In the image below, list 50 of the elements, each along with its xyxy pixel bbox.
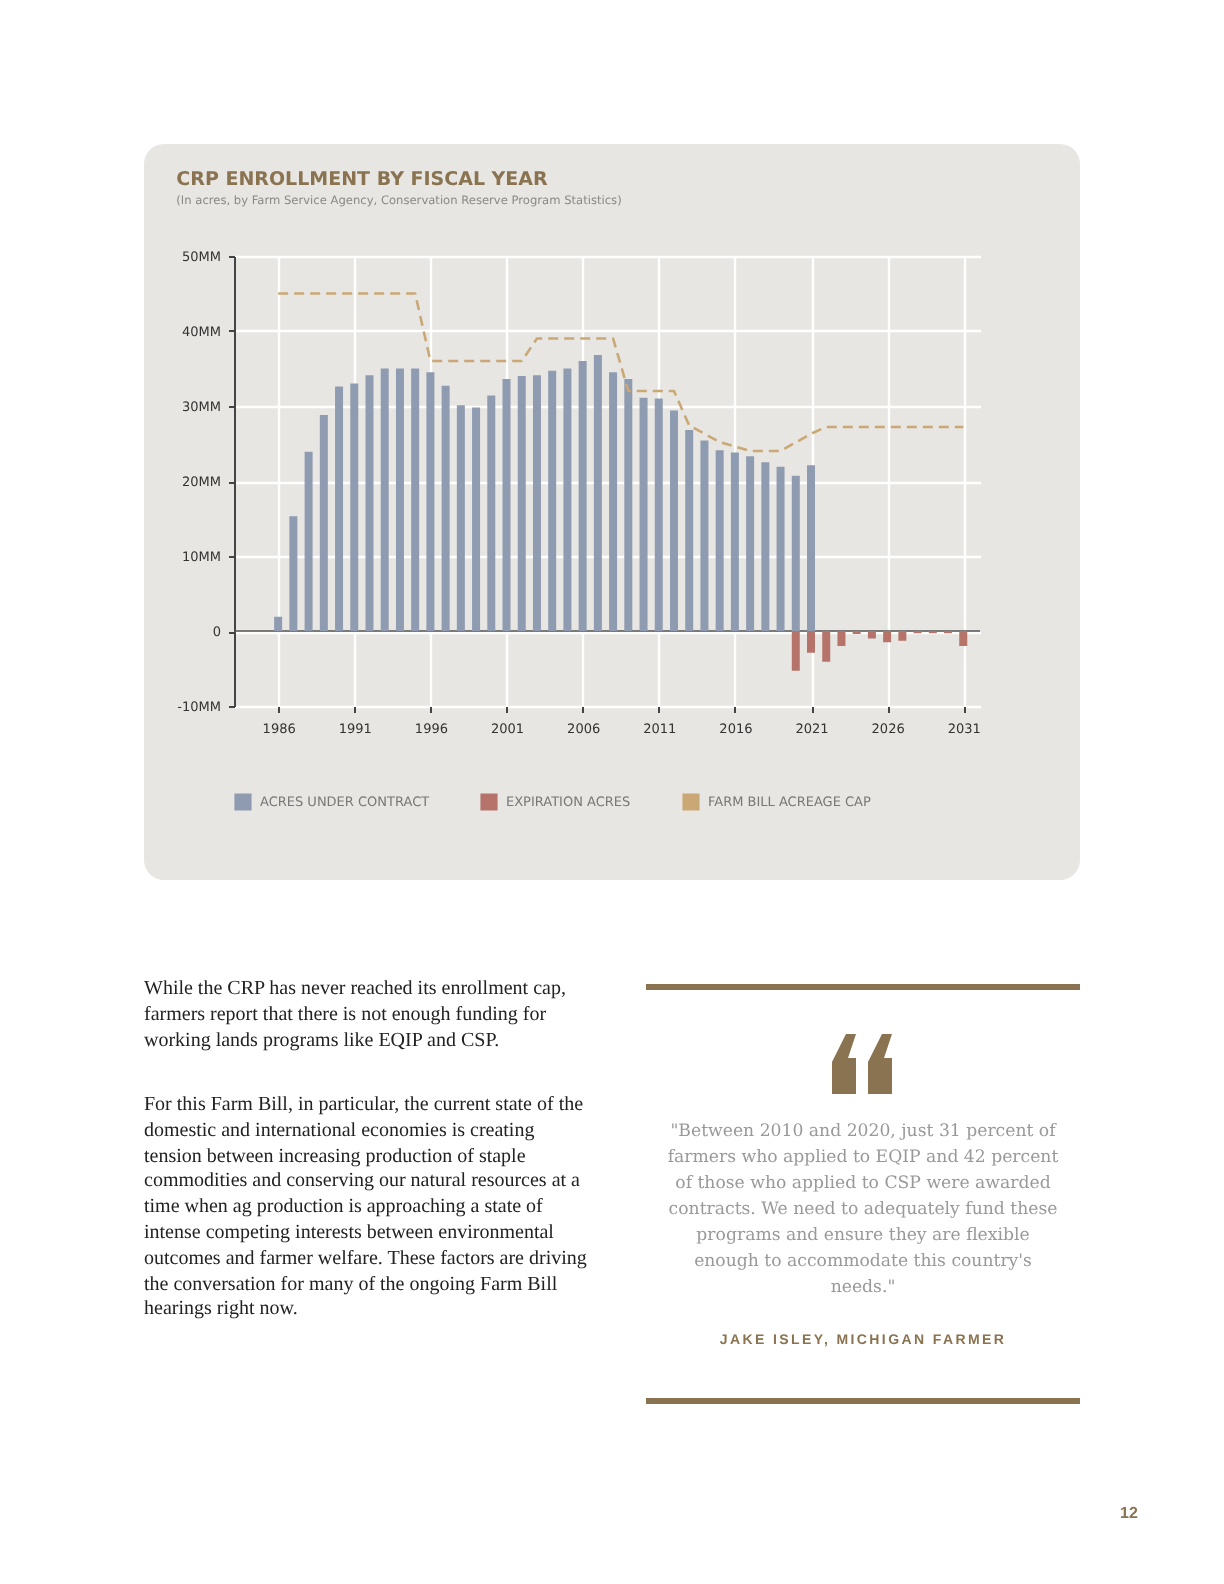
bar [426, 372, 435, 631]
text: "Between 2010 and 2020, just 31 percent of farmers who applied to EQIP and 42 percent of those who applied to CSP were awarded contracts. We need to adequately fund these programs and ensure they are flexible enough to accommodate this country's needs." [665, 1120, 1061, 1302]
bar [715, 450, 724, 631]
bar [274, 616, 283, 631]
bar [807, 631, 816, 653]
bar [609, 372, 618, 631]
bar [548, 370, 557, 631]
bar [700, 440, 709, 631]
bar [685, 430, 694, 631]
bar [883, 631, 892, 643]
bar [578, 361, 587, 631]
bar [365, 375, 374, 631]
bar [395, 368, 404, 631]
bar [761, 462, 770, 631]
bar [639, 397, 648, 631]
bar [380, 368, 389, 631]
bar [746, 456, 755, 631]
bar [517, 376, 526, 631]
text: For this Farm Bill, in particular, the current state of the domestic and international economies is creating tension between increasing production of staple commodities and conserving our natural resources at a time when ag production is approaching a state of intense competing interests between environmental outcomes and farmer welfare. These factors are driving the conversation for many of the ongoing Farm Bill hearings right now. [144, 1094, 587, 1321]
bar [289, 516, 298, 631]
bar [822, 631, 831, 662]
bar [304, 451, 313, 631]
line-series [276, 292, 965, 453]
bar [472, 407, 481, 631]
bar [441, 385, 450, 631]
bar [593, 355, 602, 631]
bar [502, 379, 511, 631]
text: While the CRP has never reached its enrollment cap, farmers report that there is not enough funding for working lands programs like EQIP and CSP. [144, 978, 568, 1055]
bar [837, 631, 846, 646]
chart-title: CRP ENROLLMENT BY FISCAL YEAR [176, 169, 550, 192]
bar [563, 368, 572, 631]
bar [776, 466, 785, 631]
bar [411, 368, 420, 631]
bar [807, 465, 816, 631]
bar [867, 631, 876, 639]
bar [959, 631, 968, 646]
bar [898, 631, 907, 641]
bar [624, 379, 633, 631]
bar [335, 386, 344, 631]
bar [791, 475, 800, 631]
bar [730, 452, 739, 631]
bar [319, 415, 328, 631]
bar [791, 631, 800, 671]
bar [532, 375, 541, 631]
bar [669, 410, 678, 631]
bar [350, 383, 359, 631]
bar [456, 405, 465, 631]
text: 12 [1120, 1504, 1138, 1522]
bar [487, 395, 496, 631]
bar [654, 398, 663, 631]
